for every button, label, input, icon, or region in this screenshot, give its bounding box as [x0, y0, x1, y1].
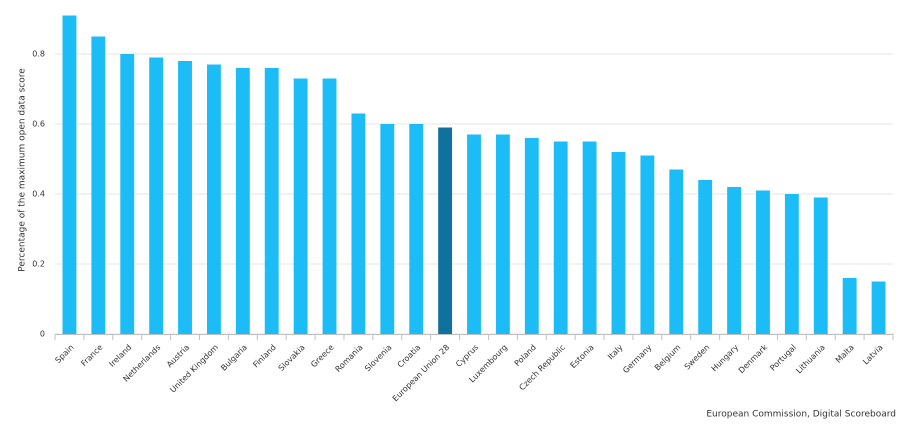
- bar: [524, 138, 539, 334]
- x-tick-label: Poland: [513, 343, 538, 368]
- x-tick-label: Austria: [165, 343, 191, 369]
- x-tick-label: Denmark: [737, 343, 770, 376]
- x-tick-label: Bulgaria: [219, 343, 249, 373]
- bar: [727, 187, 742, 334]
- bar: [640, 155, 655, 334]
- bar: [235, 68, 250, 334]
- bar: [206, 64, 221, 334]
- bar: [351, 113, 366, 334]
- x-tick-label: Spain: [53, 343, 75, 365]
- bar: [120, 54, 135, 334]
- bar: [756, 190, 770, 334]
- y-tick-label: 0.6: [32, 120, 45, 129]
- bar: [62, 15, 77, 334]
- bar: [611, 152, 626, 334]
- y-axis-label: Percentage of the maximum open data scor…: [18, 68, 28, 272]
- x-tick-label: European Union 28: [391, 343, 451, 403]
- x-tick-label: Cyprus: [454, 343, 480, 369]
- x-tick-label: Estonia: [569, 343, 596, 370]
- bar: [380, 124, 395, 334]
- bar: [495, 134, 510, 334]
- bar: [264, 68, 279, 334]
- bar: [698, 180, 713, 334]
- bar: [871, 281, 886, 334]
- bar: [293, 78, 308, 334]
- bar: [669, 169, 684, 334]
- x-tick-label: France: [79, 343, 104, 368]
- x-tick-label: Finland: [251, 343, 278, 370]
- y-tick-label: 0.4: [32, 190, 45, 199]
- x-tick-label: Slovakia: [277, 343, 307, 373]
- x-tick-label: Ireland: [107, 343, 133, 369]
- bar: [438, 127, 453, 334]
- bar: [322, 78, 337, 334]
- y-tick-label: 0: [40, 330, 45, 339]
- bar: [409, 124, 424, 334]
- x-tick-label: Sweden: [683, 343, 712, 372]
- bar: [813, 197, 828, 334]
- x-tick-label: Portugal: [768, 343, 798, 373]
- x-tick-label: Germany: [621, 343, 654, 376]
- x-tick-label: Croatia: [396, 343, 423, 370]
- y-tick-label: 0.2: [32, 260, 45, 269]
- y-tick-label: 0.8: [32, 50, 45, 59]
- bar: [553, 141, 568, 334]
- bar: [149, 57, 164, 334]
- x-tick-label: Malta: [834, 343, 856, 365]
- bar: [784, 194, 799, 334]
- x-tick-label: Greece: [309, 343, 336, 370]
- x-tick-label: Latvia: [861, 343, 885, 367]
- source: European Commission, Digital Scoreboard: [706, 410, 896, 420]
- x-tick-label: Lithuania: [794, 343, 827, 376]
- bar: [467, 134, 481, 334]
- x-tick-label: Italy: [606, 343, 625, 362]
- bar: [91, 36, 106, 334]
- bar: [178, 61, 192, 334]
- x-tick-label: Romania: [333, 343, 364, 374]
- x-tick-label: Belgium: [653, 343, 683, 373]
- bar: [842, 278, 857, 334]
- x-tick-label: Slovenia: [363, 343, 394, 374]
- bar: [582, 141, 597, 334]
